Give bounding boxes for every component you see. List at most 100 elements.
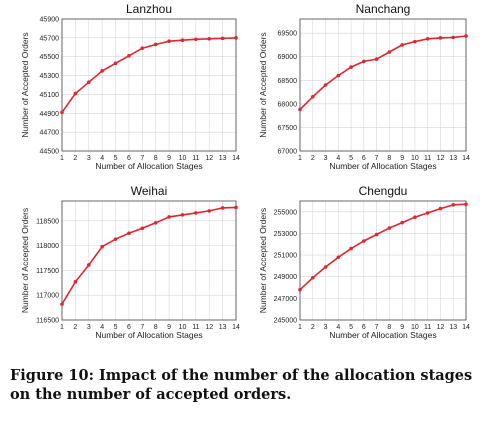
series-line [61,37,237,113]
data-point [425,37,430,41]
x-tick-label: 9 [400,324,404,331]
x-tick-label: 6 [127,324,131,331]
x-axis-label: Number of Allocation Stages [329,161,436,171]
x-tick-label: 13 [449,155,457,162]
y-tick-label: 44500 [40,149,60,156]
y-tick-label: 249000 [274,274,297,281]
series-line [61,206,237,305]
x-tick-label: 14 [462,155,470,162]
data-point [180,38,185,43]
x-tick-label: 3 [324,155,328,162]
x-tick-label: 11 [192,155,199,162]
data-point [336,255,341,260]
y-tick-label: 45700 [40,35,60,42]
data-point [413,215,417,220]
data-point [298,107,302,112]
x-tick-label: 1 [298,155,302,162]
x-tick-label: 2 [73,155,77,162]
figure-caption: Figure 10: Impact of the number of the a… [10,367,473,403]
x-tick-label: 10 [411,155,419,162]
data-point [323,265,328,269]
data-point [310,276,315,280]
data-point [464,34,468,38]
x-tick-label: 4 [100,155,104,162]
y-tick-label: 118000 [36,243,59,250]
x-tick-label: 12 [205,324,213,331]
data-point [86,80,91,84]
data-point [298,287,302,292]
x-tick-label: 4 [100,324,104,331]
x-tick-label: 2 [311,324,315,331]
plot-frame [299,18,467,152]
x-tick-label: 7 [140,324,144,331]
y-tick-label: 116500 [36,318,59,325]
plot-frame [61,18,237,152]
x-tick-label: 3 [324,324,328,331]
data-point [73,91,78,96]
series-line [299,203,467,291]
data-point [451,35,456,40]
x-tick-label: 8 [154,155,158,162]
y-tick-label: 68500 [278,78,298,85]
y-tick-label: 255000 [274,209,297,216]
x-tick-label: 6 [362,324,366,331]
x-tick-label: 4 [336,155,340,162]
x-tick-label: 14 [232,324,240,331]
data-point [387,50,392,54]
data-point [100,244,104,249]
x-tick-label: 6 [127,155,131,162]
data-point [349,246,353,251]
x-tick-label: 1 [60,324,64,331]
x-tick-label: 5 [349,155,353,162]
data-point [113,237,118,241]
data-point [362,59,366,64]
data-point [323,83,328,87]
y-tick-label: 247000 [274,296,297,303]
chart-title: Weihai [131,184,167,198]
data-point [464,202,468,207]
x-tick-label: 8 [387,155,391,162]
x-tick-label: 2 [73,324,77,331]
chart-title: Lanzhou [126,2,172,16]
data-point [438,206,443,211]
y-tick-label: 117500 [36,268,59,275]
data-point [167,39,171,43]
y-tick-label: 251000 [274,253,297,260]
series-line [299,35,467,111]
x-tick-label: 12 [205,155,213,162]
x-tick-label: 11 [424,324,431,331]
y-tick-label: 67000 [278,149,298,156]
x-tick-label: 9 [167,155,171,162]
data-point [140,46,145,51]
y-axis-label: Number of Accepted Orders [258,32,268,137]
y-tick-label: 45500 [40,54,60,61]
chart-title: Chengdu [359,184,408,198]
data-point [310,94,315,99]
data-point [387,226,392,230]
data-point [362,239,366,243]
x-tick-label: 7 [140,155,144,162]
x-tick-label: 1 [60,155,64,162]
y-tick-label: 67500 [278,125,298,132]
x-tick-label: 1 [298,324,302,331]
y-tick-label: 69000 [278,54,298,61]
x-tick-label: 14 [462,324,470,331]
y-tick-label: 118500 [36,218,59,225]
x-tick-label: 6 [362,155,366,162]
x-tick-label: 10 [411,324,419,331]
data-point [220,206,225,210]
y-tick-label: 44700 [40,130,60,137]
x-tick-label: 3 [87,155,91,162]
x-tick-label: 8 [154,324,158,331]
x-axis-label: Number of Allocation Stages [95,330,202,340]
data-point [234,205,238,210]
data-point [153,221,158,225]
data-point [220,36,225,41]
x-tick-label: 5 [114,155,118,162]
data-point [100,69,104,73]
data-point [336,73,341,78]
